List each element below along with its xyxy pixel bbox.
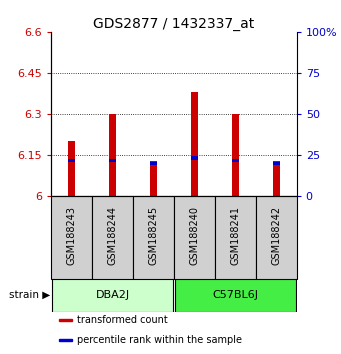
Bar xyxy=(215,196,256,279)
Text: C57BL6J: C57BL6J xyxy=(212,290,258,300)
Text: DBA2J: DBA2J xyxy=(95,290,130,300)
Bar xyxy=(150,161,157,196)
Bar xyxy=(191,92,198,196)
Bar xyxy=(133,196,174,279)
Bar xyxy=(109,114,116,196)
Text: GSM188241: GSM188241 xyxy=(230,206,240,265)
Text: percentile rank within the sample: percentile rank within the sample xyxy=(77,336,242,346)
Bar xyxy=(272,161,280,196)
Text: GSM188242: GSM188242 xyxy=(271,206,281,266)
Text: transformed count: transformed count xyxy=(77,315,168,325)
Bar xyxy=(232,159,239,162)
Bar xyxy=(272,162,280,165)
Bar xyxy=(109,159,116,162)
Title: GDS2877 / 1432337_at: GDS2877 / 1432337_at xyxy=(93,17,254,31)
Bar xyxy=(59,319,72,321)
Bar xyxy=(175,279,296,312)
Bar xyxy=(52,279,173,312)
Bar xyxy=(68,159,75,162)
Text: GSM188244: GSM188244 xyxy=(107,206,118,265)
Bar xyxy=(59,339,72,342)
Text: GSM188240: GSM188240 xyxy=(189,206,199,265)
Bar xyxy=(68,142,75,196)
Bar xyxy=(51,196,92,279)
Bar xyxy=(92,196,133,279)
Text: GSM188245: GSM188245 xyxy=(148,206,159,266)
Text: strain ▶: strain ▶ xyxy=(9,290,50,300)
Bar xyxy=(232,114,239,196)
Bar xyxy=(191,156,198,160)
Bar xyxy=(174,196,215,279)
Text: GSM188243: GSM188243 xyxy=(66,206,77,265)
Bar xyxy=(150,162,157,165)
Bar xyxy=(256,196,297,279)
